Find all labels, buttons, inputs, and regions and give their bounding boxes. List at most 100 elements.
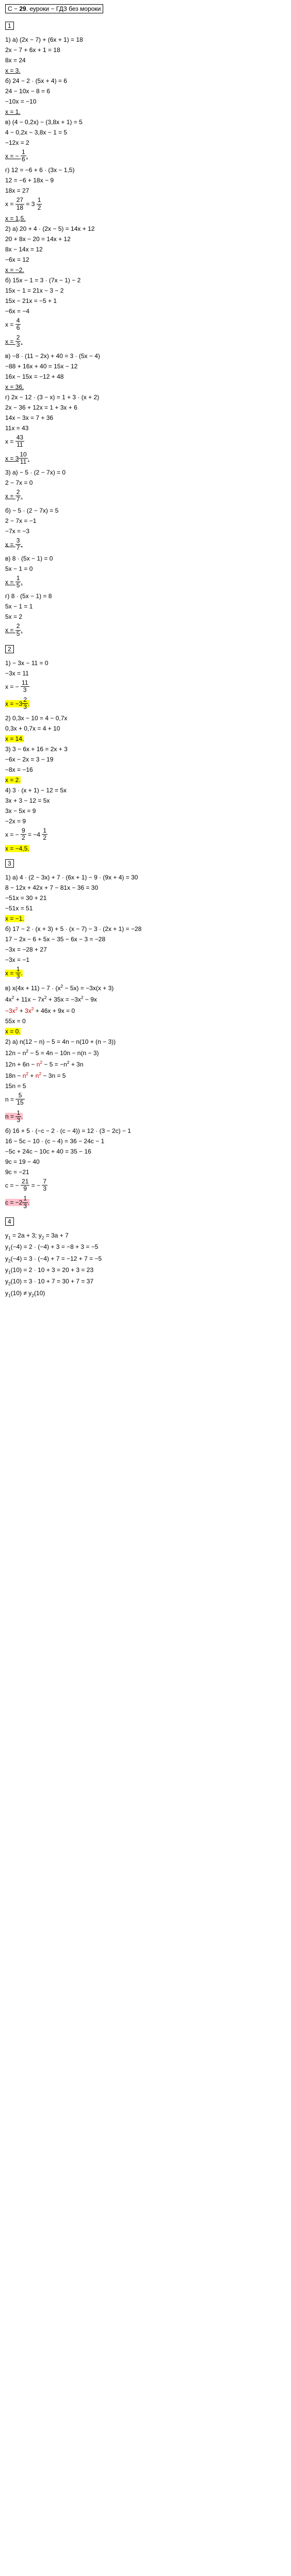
math-line: x = 1,5. — [5, 215, 286, 222]
math-line: б) 15x − 1 = 3 · (7x − 1) − 2 — [5, 277, 286, 284]
math-line: x = 15. — [5, 575, 286, 589]
math-line: 17 − 2x − 6 + 5x − 35 − 6x − 3 = −28 — [5, 936, 286, 943]
math-line: 5x = 2 — [5, 613, 286, 620]
math-line: 3) а) − 5 · (2 − 7x) = 0 — [5, 469, 286, 476]
math-line: 18x = 27 — [5, 187, 286, 194]
math-line: n = 13. — [5, 1110, 286, 1124]
math-line: 2) а) 20 + 4 · (2x − 5) = 14x + 12 — [5, 225, 286, 232]
math-line: x = 2718 = 3 12 — [5, 197, 286, 211]
math-line: 24 − 10x − 8 = 6 — [5, 88, 286, 95]
math-line: −88 + 16x + 40 = 15x − 12 — [5, 363, 286, 370]
math-line: 20 + 8x − 20 = 14x + 12 — [5, 235, 286, 243]
math-line: 5x − 1 = 1 — [5, 603, 286, 610]
math-line: 2x − 36 + 12x = 1 + 3x + 6 — [5, 404, 286, 411]
math-line: в) x(4x + 11) − 7 · (x2 − 5x) = −3x(x + … — [5, 984, 286, 992]
math-line: 15x − 21x = −5 + 1 — [5, 297, 286, 304]
math-line: x = 0. — [5, 1028, 286, 1035]
math-line: −51x = 30 + 21 — [5, 894, 286, 902]
math-line: y1(10) ≠ y2(10) — [5, 1290, 286, 1298]
math-line: x = −2. — [5, 266, 286, 274]
math-line: −3x = −1 — [5, 956, 286, 963]
math-line: −3x = −28 + 27 — [5, 946, 286, 953]
math-line: x = 46 — [5, 318, 286, 332]
math-line: 3x + 3 − 12 = 5x — [5, 797, 286, 804]
math-line: y2(10) = 3 · 10 + 7 = 30 + 7 = 37 — [5, 1278, 286, 1286]
math-line: 1) а) (2x − 7) + (6x + 1) = 18 — [5, 36, 286, 43]
math-line: x = − 92 = −4 12 — [5, 828, 286, 842]
title-suffix: . еуроки − ГДЗ без мороки — [26, 5, 101, 12]
math-line: 2 − 7x = −1 — [5, 517, 286, 524]
math-line: x = 1. — [5, 108, 286, 115]
math-line: −7x = −3 — [5, 528, 286, 535]
math-line: y1 = 2a + 3; y2 = 3a + 7 — [5, 1232, 286, 1240]
title-bold: 29 — [19, 5, 26, 12]
math-line: c = − 219 = − 73 — [5, 1179, 286, 1193]
math-line: x = 36. — [5, 383, 286, 391]
math-line: −5c + 24c − 10c + 40 = 35 − 16 — [5, 1148, 286, 1155]
math-line: 16x − 15x = −12 + 48 — [5, 373, 286, 380]
math-line: x = −323. — [5, 697, 286, 711]
math-line: x = 23. — [5, 335, 286, 349]
math-line: −2x = 9 — [5, 818, 286, 825]
math-line: 4 − 0,2x − 3,8x − 1 = 5 — [5, 129, 286, 136]
math-line: y1(−4) = 2 · (−4) + 3 = −8 + 3 = −5 — [5, 1243, 286, 1251]
math-line: б) − 5 · (2 − 7x) = 5 — [5, 507, 286, 514]
math-line: x = − 113 — [5, 680, 286, 694]
math-line: c = −213. — [5, 1196, 286, 1210]
math-line: г) 2x − 12 · (3 − x) = 1 + 3 · (x + 2) — [5, 394, 286, 401]
math-line: 0,3x + 0,7x = 4 + 10 — [5, 725, 286, 732]
math-line: x = −4,5. — [5, 845, 286, 852]
math-line: в) −8 · (11 − 2x) + 40 = 3 · (5x − 4) — [5, 352, 286, 360]
math-line: 8 − 12x + 42x + 7 − 81x − 36 = 30 — [5, 884, 286, 891]
math-line: 3) 3 − 6x + 16 = 2x + 3 — [5, 745, 286, 753]
math-line: в) (4 − 0,2x) − (3,8x + 1) = 5 — [5, 118, 286, 126]
math-line: x = 37. — [5, 538, 286, 552]
math-line: б) 16 + 5 · (−c − 2 · (c − 4)) = 12 · (3… — [5, 1127, 286, 1134]
math-line: −51x = 51 — [5, 905, 286, 912]
section-number: 1 — [5, 22, 14, 30]
math-line: 8x = 24 — [5, 57, 286, 64]
math-line: x = 13. — [5, 967, 286, 980]
math-line: в) 8 · (5x − 1) = 0 — [5, 555, 286, 562]
math-line: 5x − 1 = 0 — [5, 565, 286, 572]
math-line: 2) 0,3x − 10 = 4 − 0,7x — [5, 715, 286, 722]
math-line: б) 17 − 2 · (x + 3) + 5 · (x − 7) − 3 · … — [5, 925, 286, 933]
math-line: 4x2 + 11x − 7x2 + 35x = −3x2 − 9x — [5, 995, 286, 1003]
title-prefix: С − — [8, 5, 19, 12]
math-line: б) 24 − 2 · (5x + 4) = 6 — [5, 77, 286, 84]
math-line: −6x = 12 — [5, 256, 286, 263]
math-line: 2) а) n(12 − n) − 5 = 4n − n(10 + (n − 3… — [5, 1038, 286, 1045]
math-line: −8x = −16 — [5, 766, 286, 773]
math-line: 18n − n2 + n2 − 3n = 5 — [5, 1071, 286, 1079]
math-line: 3x − 5x = 9 — [5, 807, 286, 815]
math-line: y1(10) = 2 · 10 + 3 = 20 + 3 = 23 — [5, 1266, 286, 1275]
math-line: −3x2 + 3x2 + 46x + 9x = 0 — [5, 1006, 286, 1014]
math-line: n = 515 — [5, 1093, 286, 1107]
math-line: −6x = −4 — [5, 308, 286, 315]
math-line: 8x − 14x = 12 — [5, 246, 286, 253]
math-line: x = 3. — [5, 67, 286, 74]
math-line: y2(−4) = 3 · (−4) + 7 = −12 + 7 = −5 — [5, 1255, 286, 1263]
section-number: 3 — [5, 859, 14, 868]
math-line: −12x = 2 — [5, 139, 286, 146]
math-line: 9c = −21 — [5, 1168, 286, 1176]
math-line: −6x − 2x = 3 − 19 — [5, 756, 286, 763]
math-line: 1) а) 4 · (2 − 3x) + 7 · (6x + 1) − 9 · … — [5, 874, 286, 881]
math-line: x = 27. — [5, 489, 286, 503]
math-line: x = 25. — [5, 623, 286, 637]
math-line: x = 4311 — [5, 435, 286, 449]
math-line: г) 8 · (5x − 1) = 8 — [5, 592, 286, 600]
math-line: 11x = 43 — [5, 425, 286, 432]
math-line: −3x = 11 — [5, 670, 286, 677]
math-line: 2x − 7 + 6x + 1 = 18 — [5, 46, 286, 54]
math-line: 9c = 19 − 40 — [5, 1158, 286, 1165]
math-line: 12n + 6n − n2 − 5 = −n2 + 3n — [5, 1060, 286, 1068]
math-line: 12n − n2 − 5 = 4n − 10n − n(n − 3) — [5, 1048, 286, 1057]
math-line: x = 14. — [5, 735, 286, 742]
math-line: г) 12 = −6 + 6 · (3x − 1,5) — [5, 166, 286, 174]
math-line: x = 31011. — [5, 452, 286, 466]
math-line: x = 2. — [5, 776, 286, 784]
page-title: С − 29. еуроки − ГДЗ без мороки — [5, 4, 103, 13]
math-line: 1) − 3x − 11 = 0 — [5, 659, 286, 667]
section-number: 4 — [5, 1217, 14, 1226]
